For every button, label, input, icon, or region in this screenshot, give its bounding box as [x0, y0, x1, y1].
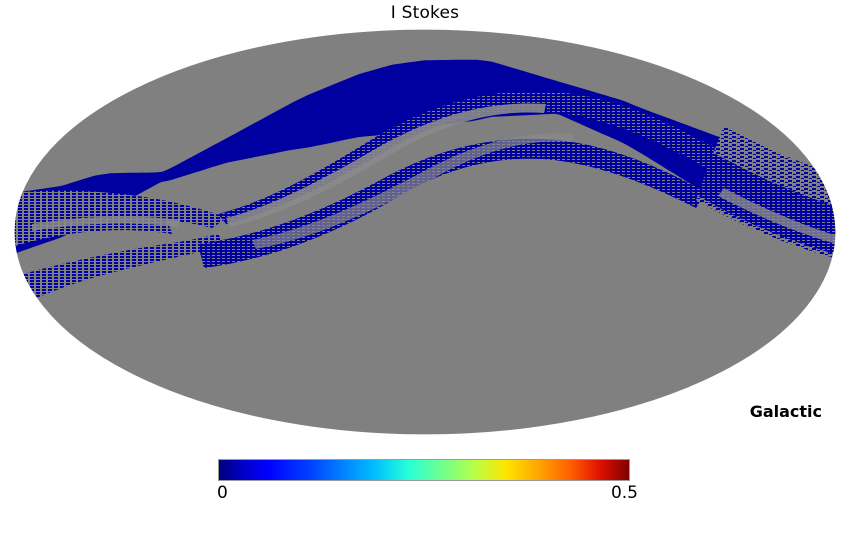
colorbar-tick-labels: 0 0.5 — [214, 482, 638, 504]
gap-streak-central-lower — [252, 133, 574, 249]
colorbar-min-label: 0 — [217, 483, 228, 503]
mollweide-projection-canvas — [13, 28, 837, 436]
scan-band-fringe-lower-left — [14, 234, 226, 314]
observed-scan-band — [14, 59, 836, 314]
gap-streak-central — [226, 103, 546, 227]
colorbar-gradient — [218, 459, 630, 481]
colorbar[interactable] — [218, 459, 630, 481]
page-title: I Stokes — [390, 3, 460, 23]
gap-streak-right — [718, 188, 836, 248]
colorbar-max-label: 0.5 — [610, 483, 638, 503]
scan-band-core — [14, 59, 836, 255]
gap-streak-left — [32, 216, 180, 231]
projection-outline — [13, 28, 837, 436]
scan-band-texture-left — [14, 200, 172, 250]
coordinate-system-label: Galactic — [749, 402, 822, 421]
scan-band-fringe-upper-right — [712, 126, 836, 210]
mollweide-sky-map — [12, 28, 838, 436]
